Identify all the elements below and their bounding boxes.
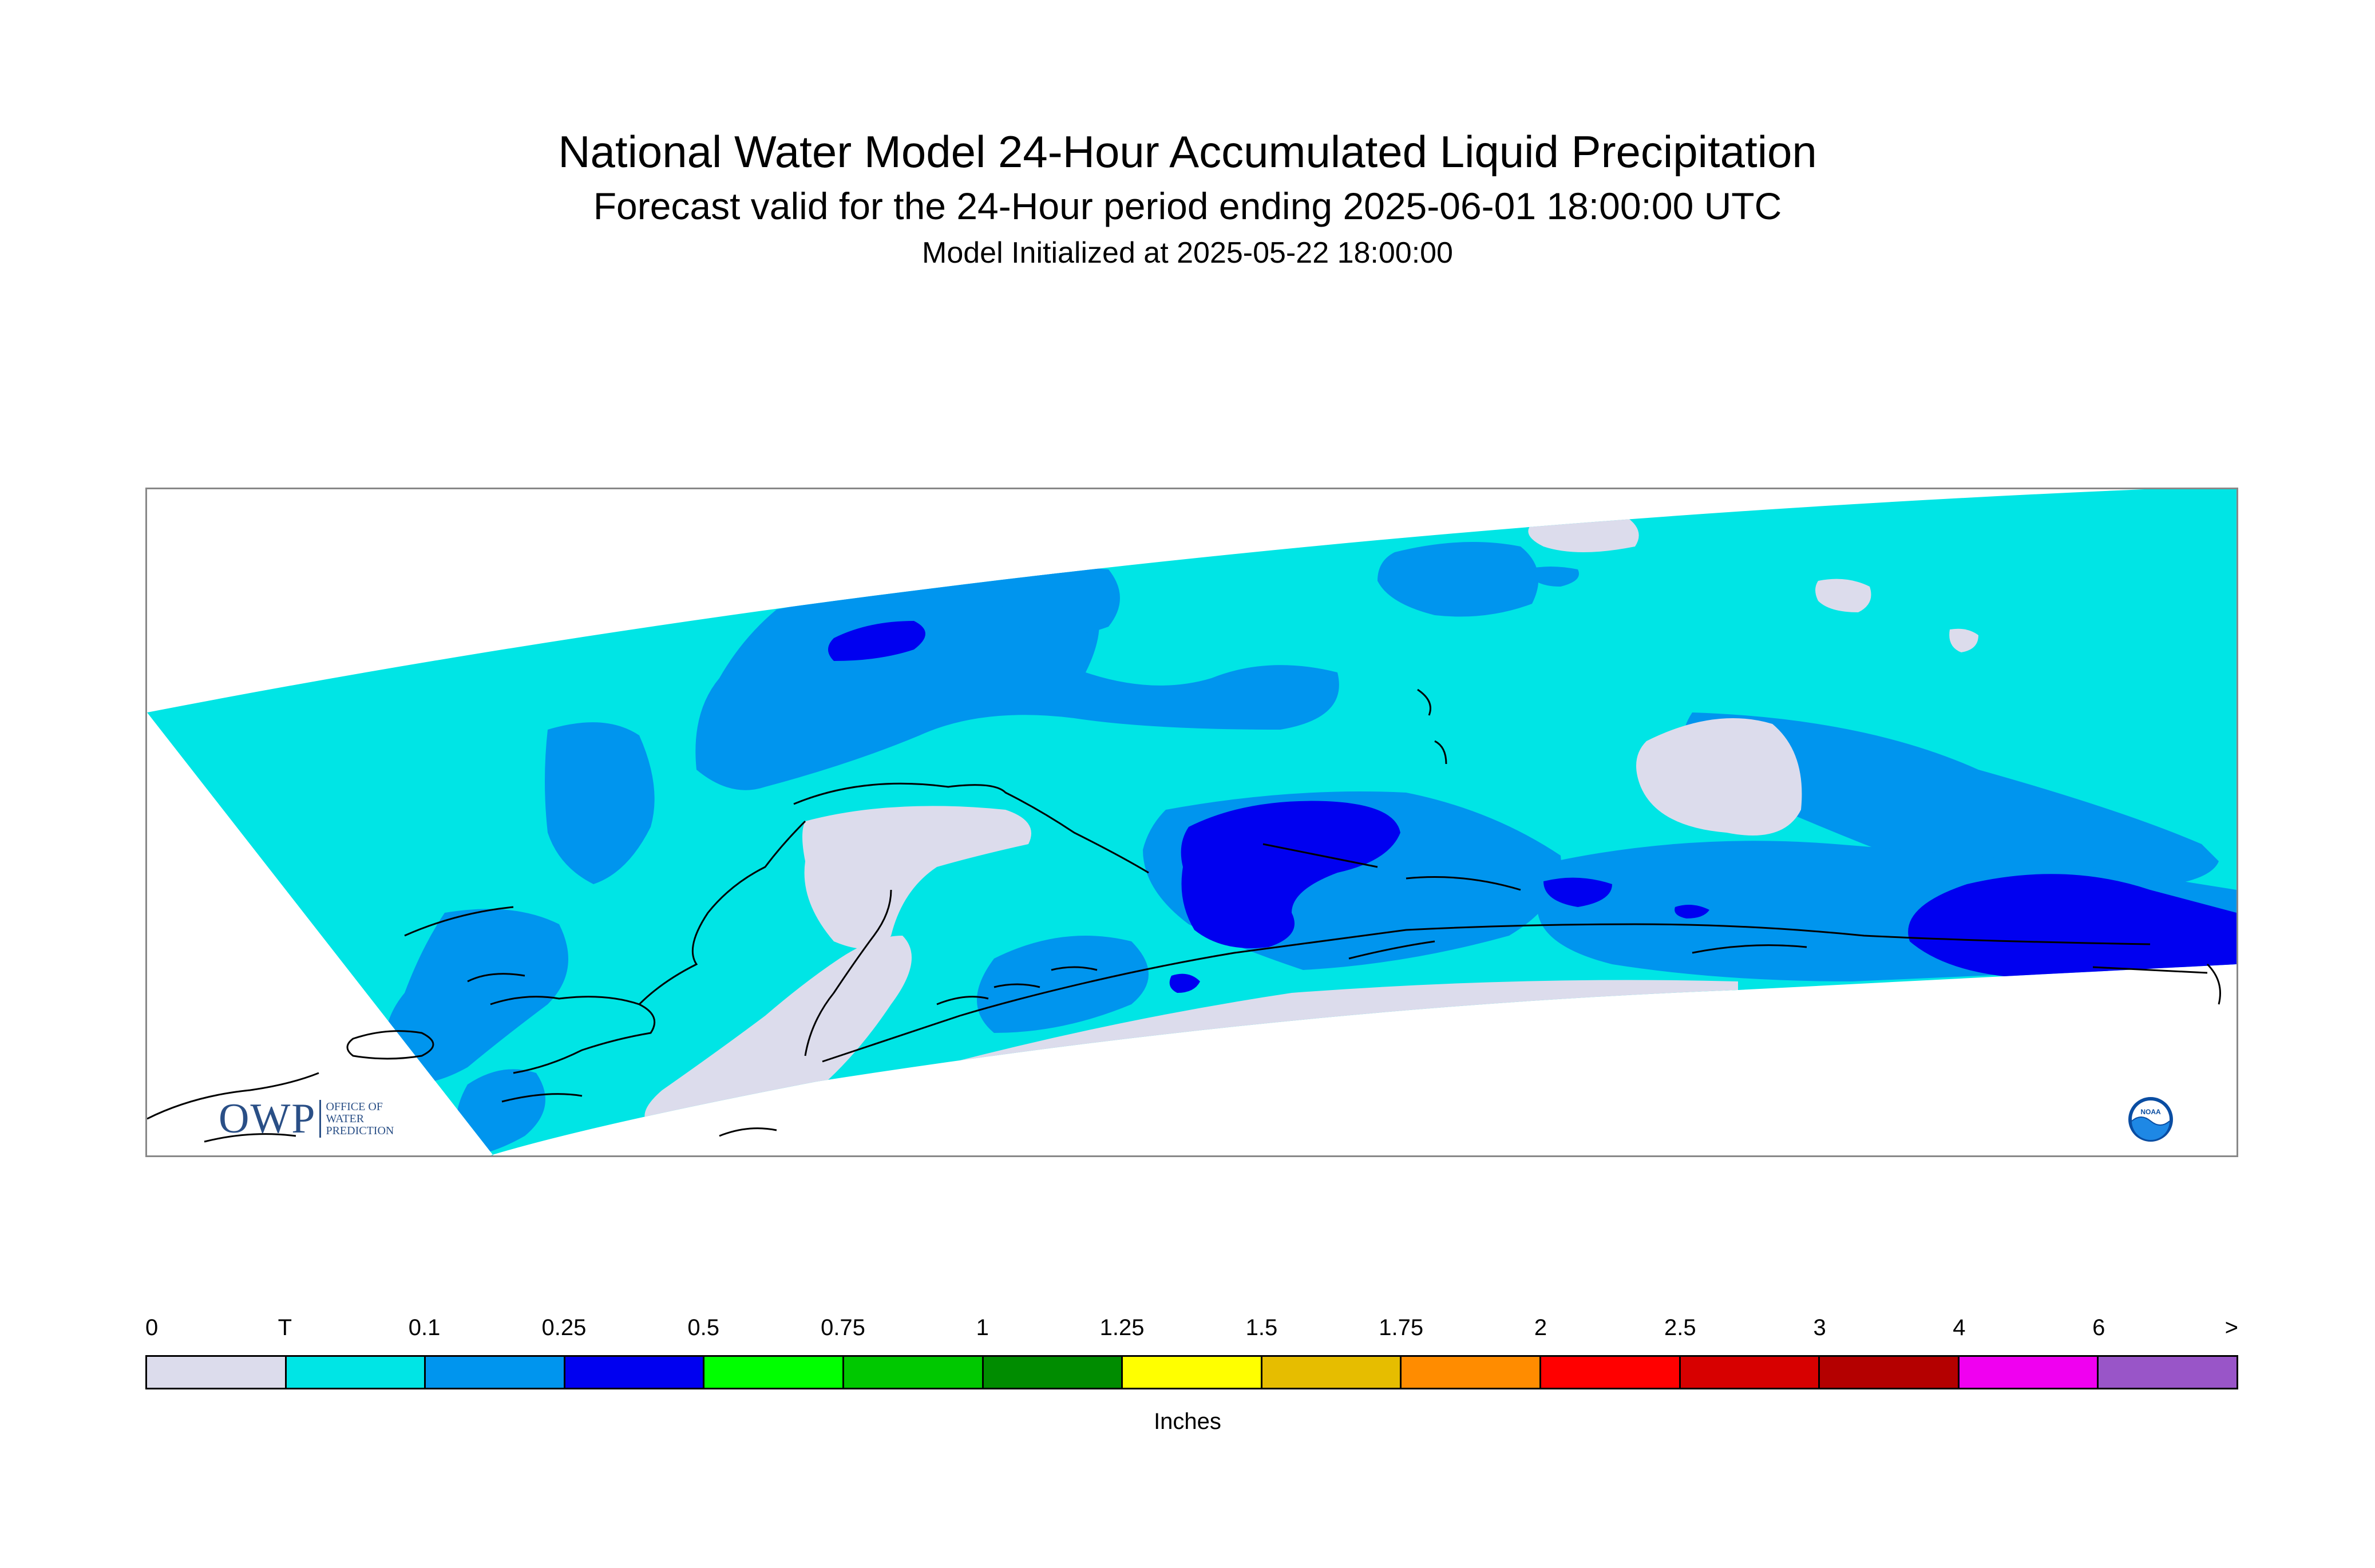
- legend-tick-label: 0.1: [408, 1315, 441, 1340]
- legend-tick-labels: 0 T 0.1 0.25 0.5 0.75 1 1.25 1.5 1.75 2 2.5 3 4 6 >: [145, 1315, 2238, 1344]
- legend-swatch: [1123, 1357, 1262, 1388]
- legend-swatch: [704, 1357, 844, 1388]
- legend-tick-label: 2.5: [1664, 1315, 1696, 1340]
- coastlines: [147, 688, 2221, 1143]
- legend-tick-label: 1: [976, 1315, 989, 1340]
- legend-swatch: [1680, 1357, 1820, 1388]
- legend-swatch: [426, 1357, 565, 1388]
- map-canvas: [147, 489, 2237, 1155]
- legend-swatch: [1541, 1357, 1681, 1388]
- legend-tick-label: 0.5: [687, 1315, 719, 1340]
- owp-logo-divider: [319, 1100, 322, 1138]
- legend-swatch: [1262, 1357, 1402, 1388]
- owp-logo: OWP OFFICE OF WATER PREDICTION: [219, 1095, 411, 1142]
- map-subtitle: Forecast valid for the 24-Hour period en…: [593, 185, 1782, 227]
- legend-swatch: [1402, 1357, 1541, 1388]
- model-init-time: Model Initialized at 2025-05-22 18:00:00: [922, 236, 1453, 270]
- noaa-logo: NOAA: [2128, 1097, 2173, 1142]
- coastline-north: [793, 782, 1149, 874]
- precip-none-areas: [644, 514, 1978, 1136]
- owp-logo-letters: OWP: [219, 1095, 316, 1142]
- legend-units-label: Inches: [1154, 1409, 1221, 1434]
- legend-tick-label: 0.75: [821, 1315, 865, 1340]
- legend-tick-label: 0: [145, 1315, 159, 1340]
- legend-tick-label: T: [278, 1315, 292, 1340]
- map-title: National Water Model 24-Hour Accumulated…: [558, 126, 1817, 177]
- legend-swatch: [1959, 1357, 2099, 1388]
- legend-swatch: [1820, 1357, 1960, 1388]
- legend-tick-label: 2: [1534, 1315, 1547, 1340]
- legend-color-bar: [145, 1355, 2238, 1389]
- precipitation-map: OWP OFFICE OF WATER PREDICTION NOAA: [145, 488, 2238, 1157]
- legend-tick-label: 1.25: [1099, 1315, 1145, 1340]
- legend-tick-label: 6: [2092, 1315, 2105, 1340]
- owp-logo-subtitle: OFFICE OF WATER PREDICTION: [326, 1100, 394, 1137]
- legend-swatch: [983, 1357, 1123, 1388]
- precip-field: [147, 489, 2237, 1155]
- legend-swatch: [844, 1357, 984, 1388]
- legend-tick-label: 3: [1813, 1315, 1826, 1340]
- precip-moderate-areas: [828, 621, 2237, 993]
- legend-swatch: [286, 1357, 426, 1388]
- legend-swatch: [147, 1357, 287, 1388]
- svg-text:NOAA: NOAA: [2140, 1108, 2161, 1116]
- legend-tick-label: >: [2224, 1315, 2238, 1340]
- legend-tick-label: 1.5: [1245, 1315, 1278, 1340]
- legend-swatch: [565, 1357, 705, 1388]
- legend-tick-label: 0.25: [541, 1315, 587, 1340]
- legend-tick-label: 4: [1953, 1315, 1966, 1340]
- legend-tick-label: 1.75: [1379, 1315, 1424, 1340]
- legend-swatch: [2099, 1357, 2237, 1388]
